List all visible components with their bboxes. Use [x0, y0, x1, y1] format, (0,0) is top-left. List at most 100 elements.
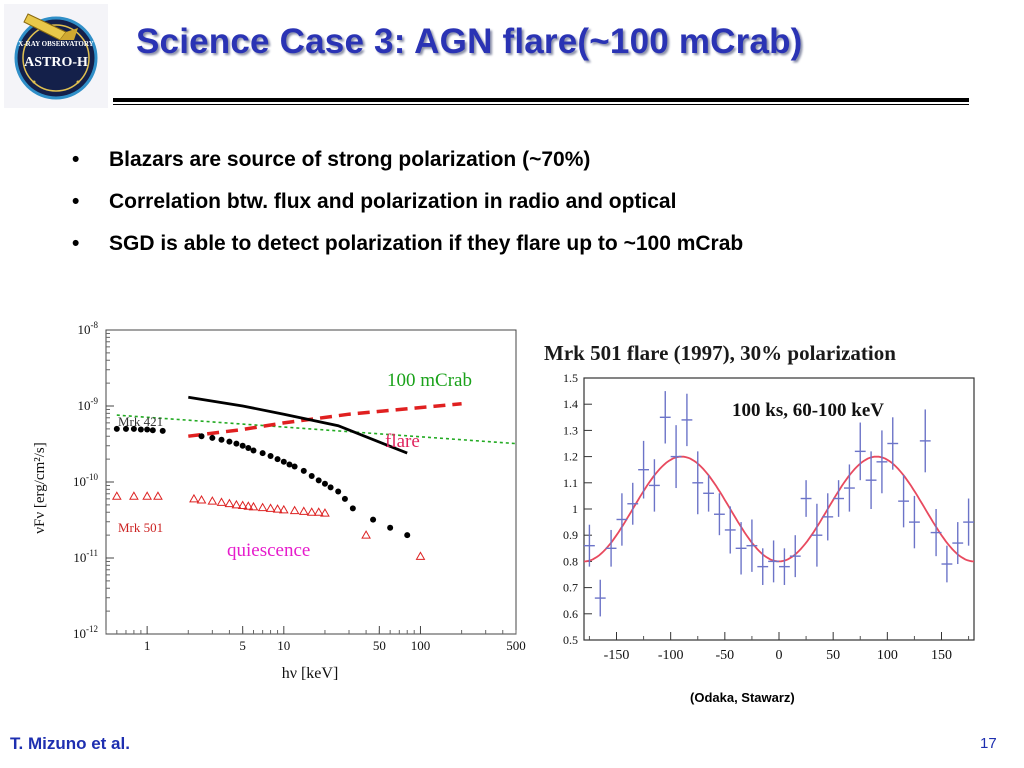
series-mrk-501-point — [289, 505, 300, 515]
mod-y-tick-label: 0.5 — [563, 633, 578, 647]
series-mrk-421-point — [349, 505, 356, 512]
series-mrk-421-point — [267, 452, 274, 459]
series-mrk-501-point — [306, 507, 317, 516]
series-mrk-421-point — [404, 532, 411, 539]
series-mrk-501-point — [196, 494, 207, 504]
label-quiescence: quiescence — [227, 540, 310, 561]
bullet-text: Blazars are source of strong polarizatio… — [109, 148, 591, 171]
sed-x-tick-label: 1 — [144, 638, 151, 653]
series-mrk-501-point — [153, 491, 163, 500]
mod-x-tick-label: 100 — [877, 648, 898, 663]
series-mrk-501-point — [216, 497, 227, 506]
author-footer: T. Mizuno et al. — [10, 734, 130, 753]
series-mrk-421-point — [286, 461, 293, 468]
label-100mcrab: 100 mCrab — [387, 370, 472, 391]
series-mrk-421-point — [274, 456, 281, 463]
logo-line2: ASTRO-H — [24, 55, 88, 70]
series-mrk-421-point — [308, 472, 315, 479]
slide-title: Science Case 3: AGN flare(~100 mCrab) — [136, 22, 803, 61]
label-flare: flare — [385, 431, 420, 452]
mod-title: Mrk 501 flare (1997), 30% polarization — [544, 341, 896, 365]
series-mrk-421-point — [144, 426, 151, 433]
series-mrk-421-point — [209, 434, 216, 441]
mod-x-tick-label: 0 — [776, 648, 783, 663]
series-mrk-501-point — [248, 501, 259, 511]
mod-y-tick-label: 1.4 — [563, 397, 578, 411]
series-100-mcrab-line — [116, 414, 517, 445]
series-mrk-501-point — [243, 501, 254, 510]
series-mrk-421-point — [233, 440, 240, 447]
bullet-dot: • — [72, 190, 80, 213]
series-mrk-501-point — [361, 530, 371, 539]
series-mrk-421-point — [137, 426, 144, 433]
sed-x-tick-label: 5 — [239, 638, 246, 653]
sed-x-tick-label: 10 — [277, 638, 290, 653]
series-mrk-421-point — [341, 495, 348, 502]
bullet-item: • SGD is able to detect polarization if t… — [72, 232, 743, 274]
sed-x-tick-label: 100 — [411, 638, 431, 653]
series-mrk-501-point — [320, 508, 330, 517]
title-rule-thin — [113, 104, 969, 105]
series-mrk-421-point — [300, 467, 307, 474]
sed-x-tick-label: 500 — [506, 638, 526, 653]
series-mrk-501-point — [207, 496, 218, 505]
series-mrk-501-point — [415, 551, 426, 560]
series-mrk-501-point — [231, 499, 242, 509]
series-mrk-501-point — [272, 504, 283, 513]
bullet-item: • Correlation btw. flux and polarization … — [72, 190, 743, 232]
series-mrk-421-point — [239, 442, 246, 449]
mod-y-tick-label: 1.3 — [563, 423, 578, 437]
mod-x-tick-label: -100 — [658, 648, 684, 663]
mod-y-tick-label: 1.5 — [563, 371, 578, 385]
series-mrk-421-point — [218, 436, 225, 443]
bullet-dot: • — [72, 232, 80, 255]
series-mrk-421-point — [321, 480, 328, 487]
mod-y-tick-label: 0.9 — [563, 528, 578, 542]
series-mrk-421-point — [130, 425, 137, 432]
series-mrk-421-point — [122, 425, 129, 432]
mod-y-tick-label: 1.2 — [563, 450, 578, 464]
series-mrk-501-point — [224, 498, 235, 508]
bullet-list: • Blazars are source of strong polarizati… — [72, 148, 743, 274]
series-mrk-421-point — [280, 458, 287, 465]
figure-credit: (Odaka, Stawarz) — [690, 690, 795, 705]
series-mrk-501-point — [111, 491, 122, 500]
series-mrk-421-point — [387, 524, 394, 531]
series-mrk-421-point — [327, 484, 334, 491]
series-mrk-501-point — [278, 504, 289, 514]
mod-y-tick-label: 1 — [572, 502, 578, 516]
bullet-item: • Blazars are source of strong polarizati… — [72, 148, 743, 190]
series-mrk-421-point — [250, 447, 257, 454]
series-mrk-501-point — [237, 500, 248, 510]
series-mrk-501-point — [189, 493, 199, 503]
series-mrk-421-point — [315, 477, 322, 484]
sed-xlabel: hν [keV] — [282, 665, 339, 682]
astro-h-logo: X-RAY OBSERVATORY ASTRO-H — [4, 4, 108, 108]
series-mrk-421-point — [370, 516, 377, 523]
series-mrk-501-point — [298, 506, 309, 515]
sed-ylabel: νFν [erg/cm²/s] — [32, 442, 48, 534]
sed-x-tick-label: 50 — [373, 638, 386, 653]
series-mrk-421-line — [188, 395, 408, 455]
mod-x-tick-label: 50 — [826, 648, 840, 663]
series-mrk-501-point — [257, 502, 268, 512]
mod-y-tick-label: 0.7 — [563, 581, 578, 595]
series-mrk-501-point — [265, 503, 276, 512]
mod-y-tick-label: 1.1 — [563, 476, 578, 490]
label-mrk421: Mrk 421 — [118, 414, 163, 429]
series-mrk-501-point — [313, 507, 324, 516]
series-mrk-421-point — [149, 427, 156, 434]
bullet-dot: • — [72, 148, 80, 171]
modulation-chart: Mrk 501 flare (1997), 30% polarization 1… — [540, 330, 1016, 666]
series-mrk-421-point — [245, 445, 252, 452]
mod-y-tick-label: 0.8 — [563, 554, 578, 568]
series-mrk-421-point — [259, 450, 266, 457]
series-mrk-501-point — [129, 491, 139, 500]
series-flare-line — [188, 402, 462, 438]
mod-x-tick-label: -50 — [715, 648, 734, 663]
series-mrk-501-point — [142, 491, 153, 500]
series-mrk-421-point — [113, 425, 120, 432]
series-mrk-421-point — [198, 433, 205, 440]
series-mrk-421-point — [226, 438, 233, 445]
